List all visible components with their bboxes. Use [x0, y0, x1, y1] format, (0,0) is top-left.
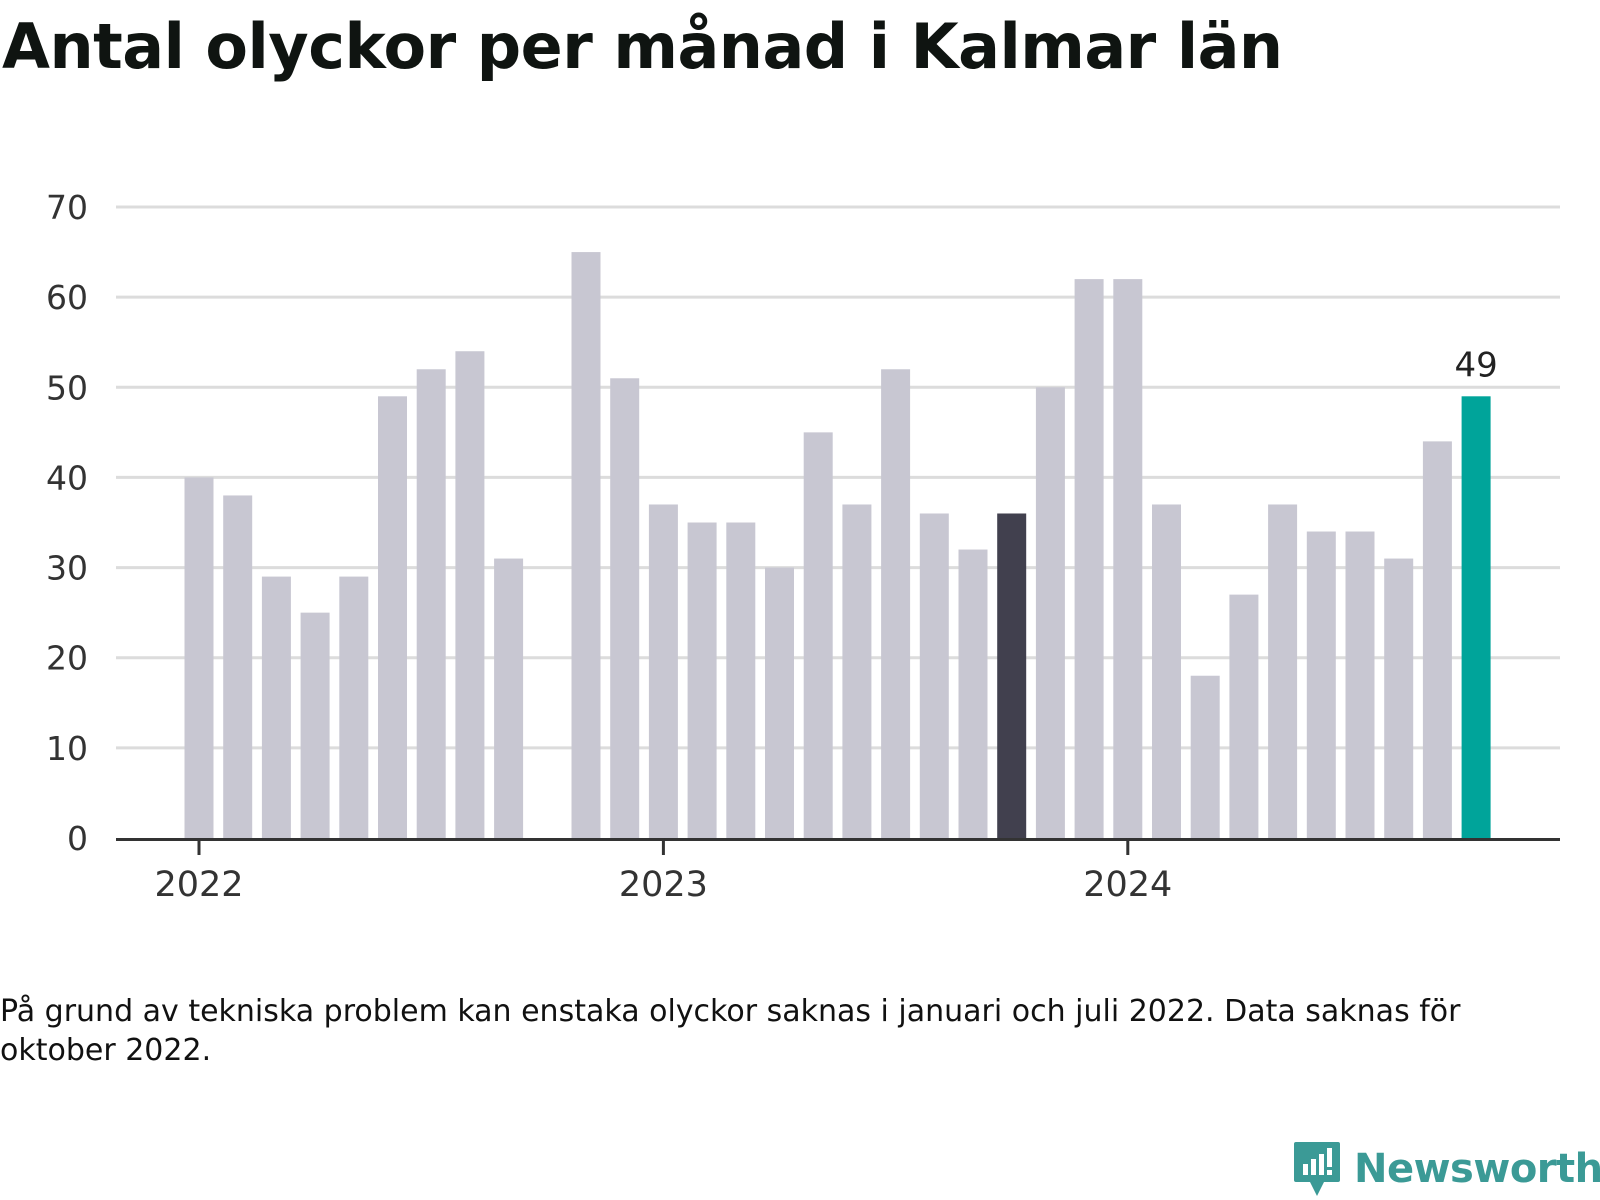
bar: [455, 351, 485, 838]
bar: [378, 396, 407, 838]
y-tick-label: 40: [46, 458, 88, 497]
y-tick-label: 30: [46, 549, 88, 588]
x-tick-label: 2024: [1083, 865, 1172, 905]
bar: [803, 432, 833, 838]
bar: [339, 576, 369, 838]
y-tick-label: 0: [67, 819, 88, 858]
bar-value-label: 49: [1454, 345, 1497, 385]
bar: [1268, 504, 1298, 838]
chart-title: Antal olyckor per månad i Kalmar län: [2, 10, 1283, 83]
bar: [648, 504, 678, 838]
y-tick-label: 60: [46, 278, 88, 317]
bar: [881, 369, 911, 838]
x-tick-label: 2022: [154, 865, 243, 905]
bar: [1306, 531, 1336, 838]
gridlines: [116, 205, 1560, 750]
brand-name: Newsworthy: [1354, 1146, 1600, 1192]
bar: [842, 504, 872, 838]
y-tick-label: 50: [46, 368, 88, 407]
bar: [1422, 441, 1452, 838]
newsworthy-logo-icon: [1294, 1142, 1340, 1196]
data-labels: 49: [1454, 345, 1497, 385]
bar: [687, 522, 717, 838]
bar: [1190, 675, 1220, 838]
bar: [1074, 279, 1104, 839]
bar: [1113, 279, 1143, 839]
bar: [997, 513, 1027, 838]
bar: [610, 378, 640, 838]
bar: [261, 576, 291, 838]
bar: [300, 612, 330, 838]
bar: [223, 495, 253, 838]
x-axis-ticks: 2022 2023 2024: [116, 838, 1560, 905]
y-tick-label: 10: [46, 729, 88, 768]
x-tick-label: 2023: [619, 865, 708, 905]
bar: [184, 477, 214, 838]
bar: [919, 513, 949, 838]
bar: [416, 369, 446, 838]
bar: [1035, 387, 1065, 838]
y-tick-label: 20: [46, 639, 88, 678]
bar: [1229, 594, 1259, 838]
bar: [494, 558, 524, 838]
bar: [958, 549, 988, 838]
y-tick-label: 70: [46, 188, 88, 227]
bar: [1461, 396, 1491, 838]
bar: [1152, 504, 1181, 838]
brand-logo[interactable]: Newsworthy: [1292, 1140, 1600, 1198]
bars: [184, 252, 1491, 839]
bar: [571, 252, 601, 839]
footnote: På grund av tekniska problem kan enstaka…: [0, 994, 1461, 1068]
bar: [726, 522, 756, 838]
bar: [1345, 531, 1375, 838]
bar-chart: 0 10 20 30 40 50 60 70 2022 2023 2024 49: [46, 188, 1560, 905]
bar: [1384, 558, 1414, 838]
y-axis-ticks: 0 10 20 30 40 50 60 70: [46, 188, 88, 858]
bar: [765, 567, 794, 838]
